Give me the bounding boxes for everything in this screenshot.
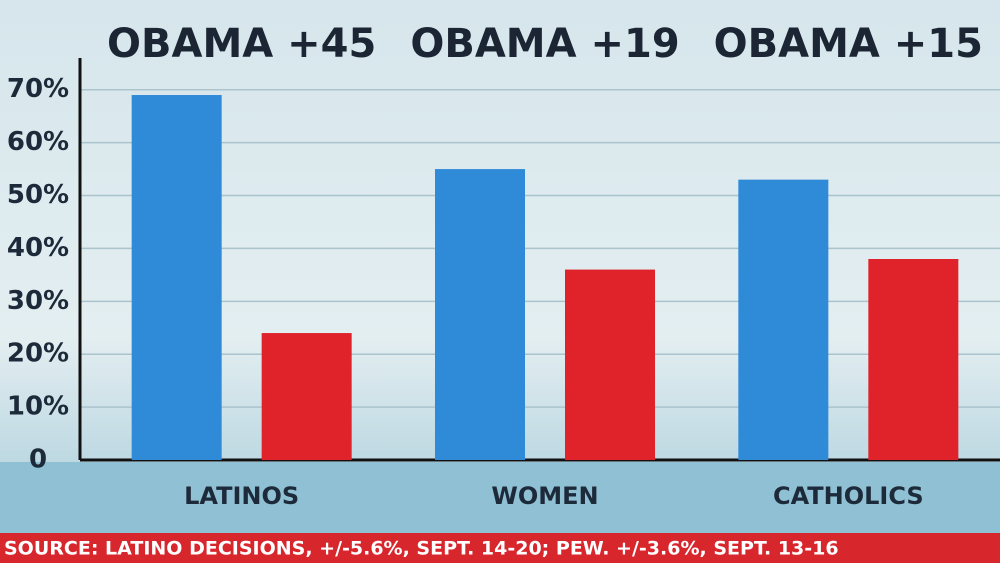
label-band xyxy=(0,462,1000,533)
annotation: OBAMA +45 xyxy=(107,21,376,67)
source: SOURCE: LATINO DECISIONS, +/-5.6%, SEPT.… xyxy=(4,538,839,560)
bar xyxy=(738,179,829,460)
bar xyxy=(131,95,222,461)
y-tick-label: 60% xyxy=(7,127,69,157)
x-tick-label: CATHOLICS xyxy=(773,482,924,510)
y-tick-label: 70% xyxy=(7,74,69,104)
bar xyxy=(435,169,525,460)
y-tick-label: 30% xyxy=(7,286,69,316)
source-bar xyxy=(0,533,1000,563)
y-tick-label: 50% xyxy=(7,180,69,210)
y-tick-label: 20% xyxy=(7,339,69,369)
annotation: OBAMA +19 xyxy=(410,21,679,67)
y-tick-label: 40% xyxy=(7,233,69,263)
annotation: OBAMA +15 xyxy=(714,21,983,67)
x-tick-label: LATINOS xyxy=(184,482,299,510)
bar xyxy=(565,269,655,460)
bar xyxy=(261,333,352,460)
y-tick-label: 0 xyxy=(29,445,47,475)
y-tick-label: 10% xyxy=(7,392,69,422)
x-tick-label: WOMEN xyxy=(491,482,598,510)
bar xyxy=(868,259,959,460)
